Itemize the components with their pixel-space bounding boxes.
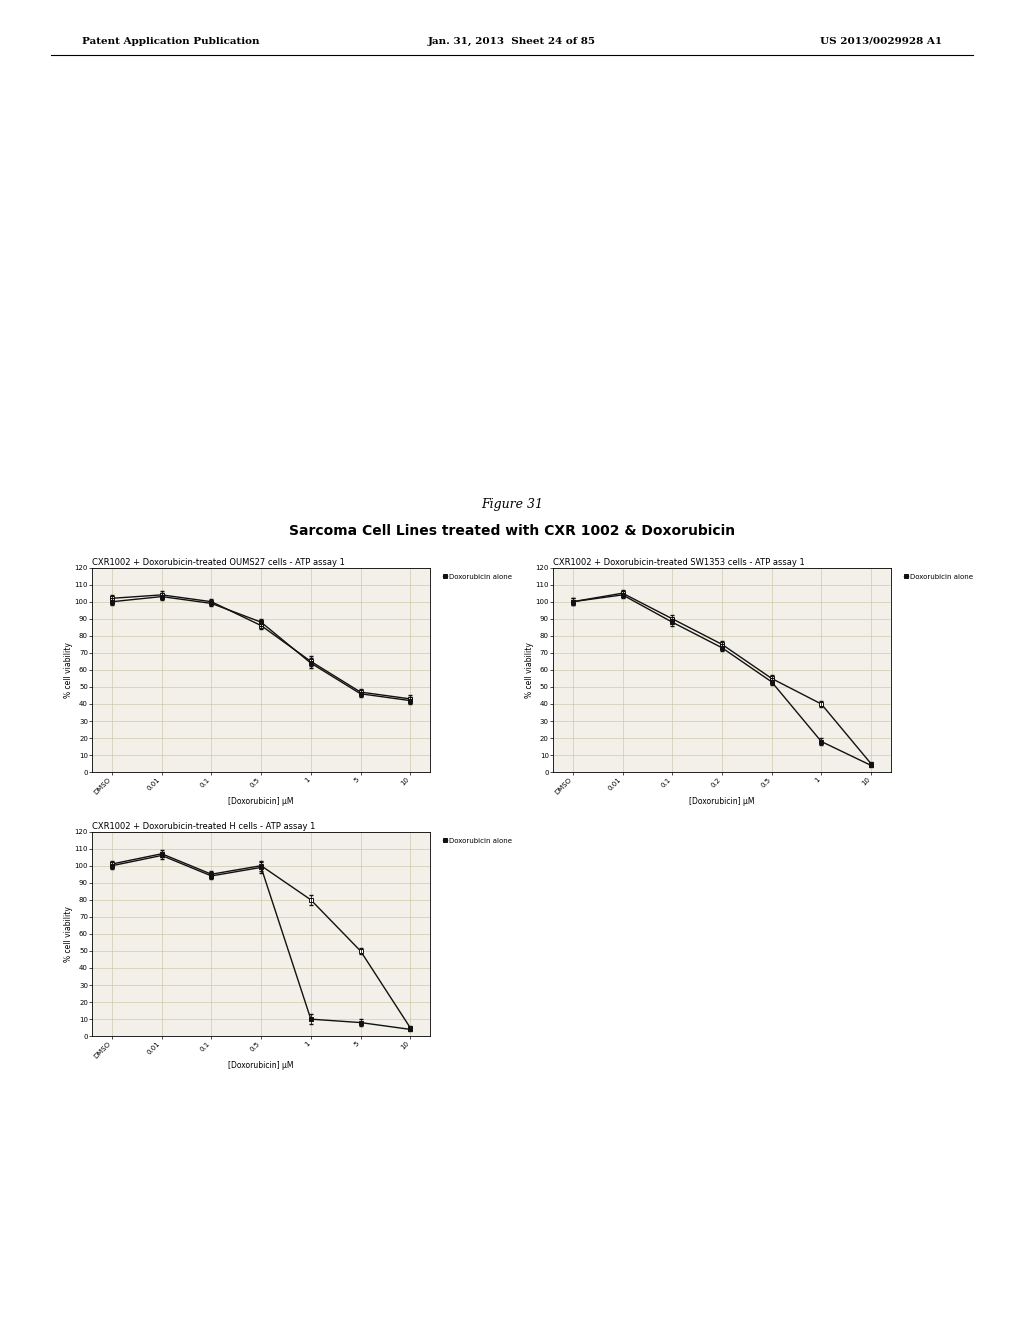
Y-axis label: % cell viability: % cell viability [65, 906, 73, 962]
Text: Sarcoma Cell Lines treated with CXR 1002 & Doxorubicin: Sarcoma Cell Lines treated with CXR 1002… [289, 524, 735, 537]
Legend: Doxorubicin alone: Doxorubicin alone [440, 836, 515, 846]
X-axis label: [Doxorubicin] µM: [Doxorubicin] µM [689, 797, 755, 805]
Legend: Doxorubicin alone: Doxorubicin alone [901, 572, 976, 582]
Text: US 2013/0029928 A1: US 2013/0029928 A1 [820, 37, 942, 46]
Text: CXR1002 + Doxorubicin-treated OUMS27 cells - ATP assay 1: CXR1002 + Doxorubicin-treated OUMS27 cel… [92, 558, 345, 566]
Text: Jan. 31, 2013  Sheet 24 of 85: Jan. 31, 2013 Sheet 24 of 85 [428, 37, 596, 46]
X-axis label: [Doxorubicin] µM: [Doxorubicin] µM [228, 1061, 294, 1069]
Text: Figure 31: Figure 31 [481, 498, 543, 511]
Text: CXR1002 + Doxorubicin-treated SW1353 cells - ATP assay 1: CXR1002 + Doxorubicin-treated SW1353 cel… [553, 558, 805, 566]
Y-axis label: % cell viability: % cell viability [525, 642, 534, 698]
Legend: Doxorubicin alone: Doxorubicin alone [440, 572, 515, 582]
Y-axis label: % cell viability: % cell viability [65, 642, 73, 698]
Text: Patent Application Publication: Patent Application Publication [82, 37, 259, 46]
Text: CXR1002 + Doxorubicin-treated H cells - ATP assay 1: CXR1002 + Doxorubicin-treated H cells - … [92, 822, 315, 830]
X-axis label: [Doxorubicin] µM: [Doxorubicin] µM [228, 797, 294, 805]
